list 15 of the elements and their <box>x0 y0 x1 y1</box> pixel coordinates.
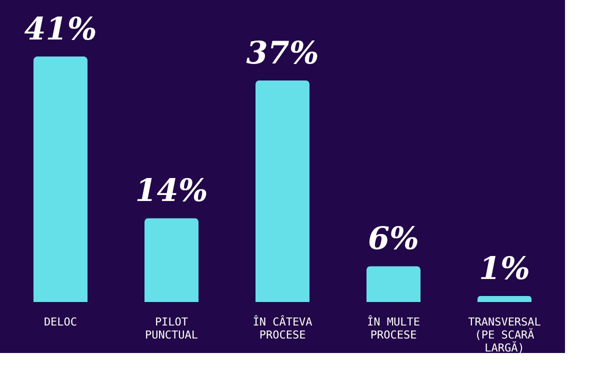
bar <box>144 218 198 302</box>
x-tick-label: TRANSVERSAL (PE SCARĂ LARGĂ) <box>468 316 542 354</box>
data-label: 14% <box>135 173 208 210</box>
data-label: 37% <box>246 35 319 72</box>
data-label: 6% <box>368 221 420 258</box>
bar <box>478 296 532 302</box>
bar <box>34 56 88 302</box>
x-tick-label: PILOT PUNCTUAL <box>145 316 198 342</box>
data-label: 41% <box>24 11 97 48</box>
bar <box>256 80 310 302</box>
x-tick-label: DELOC <box>44 316 78 328</box>
data-label: 1% <box>478 251 530 288</box>
x-tick-label: ÎN CÂTEVA PROCESE <box>252 314 313 342</box>
x-tick-label: ÎN MULTE PROCESE <box>367 314 420 342</box>
bar <box>366 266 420 302</box>
